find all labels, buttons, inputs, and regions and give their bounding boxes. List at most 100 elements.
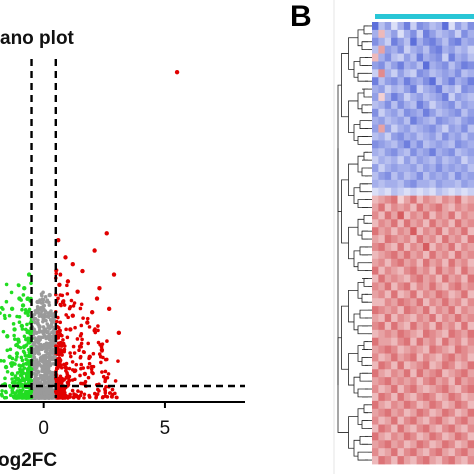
heatmap-cell — [397, 85, 405, 94]
heatmap-cell — [435, 274, 443, 283]
heatmap-cell — [435, 258, 443, 268]
cloud-point-up — [65, 372, 70, 377]
heatmap-cell — [429, 53, 437, 62]
heatmap-cell — [403, 337, 411, 347]
heatmap-cell — [397, 77, 405, 86]
heatmap-cell — [429, 314, 437, 323]
heatmap-cell — [397, 148, 405, 157]
heatmap-cell — [423, 440, 430, 449]
heatmap-cell — [448, 140, 456, 149]
heatmap-cell — [454, 211, 462, 220]
heatmap-cell — [378, 369, 386, 378]
heatmap-cell — [454, 361, 462, 370]
heatmap-cell — [372, 345, 379, 354]
heatmap-cell — [397, 440, 405, 449]
point-nonsig — [51, 313, 56, 318]
heatmap-cell — [403, 306, 411, 315]
heatmap-cell — [423, 408, 430, 418]
dendrogram-branch — [353, 61, 360, 78]
heatmap-cell — [416, 164, 424, 173]
heatmap-cell — [403, 361, 411, 370]
heatmap-cell — [403, 93, 411, 102]
heatmap-cell — [448, 392, 456, 402]
heatmap-cell — [410, 156, 418, 165]
heatmap-cell — [397, 235, 405, 244]
heatmap-cell — [403, 290, 411, 299]
cloud-point-down — [12, 337, 17, 341]
cloud-point-down — [0, 358, 3, 363]
heatmap-cell — [461, 100, 469, 110]
point-nonsig — [36, 347, 42, 353]
heatmap-cell — [384, 124, 392, 133]
heatmap-cell — [423, 22, 430, 31]
heatmap-cell — [467, 392, 474, 402]
heatmap-cell — [384, 179, 392, 189]
cloud-point-up — [56, 390, 60, 394]
heatmap-cell — [410, 219, 418, 228]
cloud-point-up — [107, 391, 112, 395]
heatmap-cell — [435, 298, 443, 307]
heatmap-cell — [391, 448, 398, 457]
heatmap-cell — [467, 440, 474, 449]
heatmap-cell — [435, 37, 443, 47]
cloud-point-down — [8, 393, 13, 398]
cloud-point — [42, 379, 47, 384]
heatmap-cell — [454, 243, 462, 252]
heatmap-cell — [448, 148, 456, 157]
point-up — [97, 286, 102, 291]
dendrogram-branch — [348, 226, 358, 260]
heatmap-cell — [454, 392, 462, 402]
point-down — [9, 306, 15, 312]
heatmap-cell — [435, 195, 443, 204]
heatmap-cell — [391, 298, 398, 307]
heatmap-cell — [391, 156, 398, 165]
heatmap-cell — [454, 116, 462, 126]
heatmap-cell — [467, 227, 474, 236]
heatmap-cell — [467, 235, 474, 244]
cloud-point-up — [100, 370, 104, 374]
heatmap-cell — [442, 124, 449, 133]
heatmap-cell — [454, 187, 462, 197]
heatmap-cell — [384, 195, 392, 204]
heatmap-cell — [397, 243, 405, 252]
heatmap-cell — [372, 456, 379, 465]
heatmap-cell — [391, 219, 398, 228]
heatmap-cell — [410, 329, 418, 339]
heatmap-cell — [448, 385, 456, 394]
heatmap-cell — [416, 337, 424, 347]
cloud-point-down — [29, 281, 33, 286]
point-nonsig — [49, 378, 55, 384]
heatmap-cell — [429, 132, 437, 141]
heatmap-cell — [423, 85, 430, 94]
cloud-point-down — [4, 299, 9, 304]
heatmap-cell — [429, 321, 437, 331]
heatmap-cell — [442, 369, 449, 378]
point-up — [87, 354, 92, 360]
heatmap-cell — [435, 148, 443, 157]
heatmap-cell — [435, 345, 443, 354]
heatmap-cell — [429, 187, 437, 197]
cloud-point-up — [70, 388, 75, 393]
heatmap-cell — [384, 432, 392, 441]
heatmap-cell — [378, 171, 386, 181]
heatmap-cell — [372, 45, 379, 54]
heatmap-cell — [416, 440, 424, 449]
cloud-point-down — [22, 334, 27, 339]
heatmap-cell — [442, 187, 449, 197]
dendrogram-branch — [361, 293, 368, 303]
heatmap-cell — [429, 243, 437, 252]
heatmap-cell — [461, 156, 469, 165]
heatmap-cell — [397, 306, 405, 315]
heatmap-cell — [403, 45, 411, 54]
heatmap-cell — [378, 408, 386, 418]
heatmap-cell — [372, 416, 379, 425]
heatmap-cell — [410, 203, 418, 212]
heatmap-cell — [384, 282, 392, 291]
point-nonsig — [46, 344, 51, 349]
heatmap-cell — [384, 258, 392, 268]
cloud-point — [35, 307, 40, 312]
heatmap-cell — [403, 274, 411, 283]
point-up — [65, 380, 71, 385]
heatmap-cell — [384, 235, 392, 244]
heatmap-cell — [423, 100, 430, 110]
